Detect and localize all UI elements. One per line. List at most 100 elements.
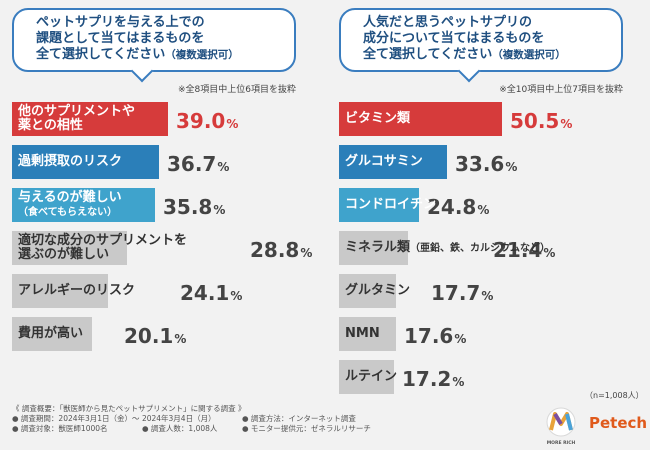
bar-label: 過剰摂取のリスク bbox=[18, 155, 122, 169]
bar-row: ミネラル類（亜鉛、鉄、カルシウムなど） 21.4% bbox=[339, 231, 623, 265]
petech-logo: Petech bbox=[589, 414, 648, 432]
bar-value: 17.2% bbox=[402, 360, 464, 394]
bar: NMN bbox=[339, 317, 396, 351]
bar-row: ルテイン 17.2% bbox=[339, 360, 623, 394]
bar-row: 与えるのが難しい （食べてもらえない） 35.8% bbox=[12, 188, 296, 222]
bar-value: 21.4% bbox=[493, 231, 555, 265]
bar-row: グルコサミン 33.6% bbox=[339, 145, 623, 179]
bar-label: ビタミン類 bbox=[345, 112, 410, 126]
left-question-line-1: ペットサプリを与える上での bbox=[36, 15, 205, 30]
bar: グルタミン bbox=[339, 274, 410, 308]
bar: グルコサミン bbox=[339, 145, 447, 179]
bar-label-line: グルタミン bbox=[345, 283, 411, 298]
bar-row: 適切な成分のサプリメントを 選ぶのが難しい 28.8% bbox=[12, 231, 312, 265]
bar-label-line: ルテイン bbox=[345, 369, 398, 384]
footer-target: ● 調査対象：獣医師1000名 bbox=[12, 424, 108, 433]
bar-label: ルテイン bbox=[345, 370, 397, 384]
bar: 過剰摂取のリスク bbox=[12, 145, 159, 179]
bar: 与えるのが難しい （食べてもらえない） bbox=[12, 188, 155, 222]
right-question-last: 全て選択してください bbox=[363, 47, 493, 62]
bar-value-unit: % bbox=[217, 160, 230, 174]
bar-label: ミネラル類（亜鉛、鉄、カルシウムなど） bbox=[345, 239, 550, 256]
bar-value-number: 28.8 bbox=[250, 238, 300, 262]
bar-label-line: アレルギーのリスク bbox=[18, 283, 136, 298]
bar-value: 24.8% bbox=[427, 188, 489, 222]
left-note: ※全8項目中上位6項目を抜粋 bbox=[178, 85, 296, 95]
right-question-line-1: 人気だと思うペットサプリの bbox=[363, 15, 533, 30]
bar-value-number: 33.6 bbox=[455, 152, 505, 176]
footer-title: 《 調査概要：「獣医師から見たペットサプリメント」に関する調査 》 bbox=[12, 404, 246, 413]
bar: ビタミン類 bbox=[339, 102, 502, 136]
bar-value-unit: % bbox=[230, 289, 243, 303]
bar-row: アレルギーのリスク 24.1% bbox=[12, 274, 296, 308]
bar-value: 20.1% bbox=[124, 317, 186, 351]
bar: 他のサプリメントや 薬との相性 bbox=[12, 102, 168, 136]
more-rich-logo-text: MORE RICH bbox=[546, 441, 576, 446]
bar-label-line: 選ぶのが難しい bbox=[18, 247, 110, 262]
bar-label-line: ミネラル類 bbox=[345, 239, 411, 255]
bar: アレルギーのリスク bbox=[12, 274, 135, 308]
bar-value-number: 17.7 bbox=[431, 281, 481, 305]
bar-label-line: 薬との相性 bbox=[18, 118, 83, 133]
bar-value: 17.6% bbox=[404, 317, 466, 351]
bar-row: NMN 17.6% bbox=[339, 317, 623, 351]
bar-value-unit: % bbox=[452, 375, 465, 389]
bar-value-number: 24.8 bbox=[427, 195, 477, 219]
footer-count: ● 調査人数：1,008人 bbox=[142, 424, 218, 433]
bar-row: グルタミン 17.7% bbox=[339, 274, 623, 308]
more-rich-logo: MORE RICH bbox=[543, 406, 579, 446]
sample-size: （n=1,008人） bbox=[585, 391, 644, 400]
bar-label-line: ビタミン類 bbox=[345, 111, 411, 126]
bar: コンドロイチン bbox=[339, 188, 436, 222]
bar-value: 36.7% bbox=[167, 145, 229, 179]
footer-provider: ● モニター提供元：ゼネラルリサーチ bbox=[242, 424, 371, 433]
bar-value-number: 39.0 bbox=[176, 109, 226, 133]
bar-label: NMN bbox=[345, 327, 380, 341]
bar-label: アレルギーのリスク bbox=[18, 284, 135, 298]
left-question-box: ペットサプリを与える上での 課題として当てはまるものを 全て選択してください（複… bbox=[12, 8, 296, 72]
bar: ルテイン bbox=[339, 360, 397, 394]
bar-label: 費用が高い bbox=[18, 327, 83, 341]
bar-value-unit: % bbox=[300, 246, 313, 260]
bar-label-line: NMN bbox=[345, 326, 380, 341]
bar-value-unit: % bbox=[505, 160, 518, 174]
bar-value-number: 35.8 bbox=[163, 195, 213, 219]
bar-label-sub: （食べてもらえない） bbox=[18, 206, 118, 218]
bar-value-unit: % bbox=[477, 203, 490, 217]
bar-value-unit: % bbox=[174, 332, 187, 346]
bar-value-unit: % bbox=[226, 117, 239, 131]
bar-value: 39.0% bbox=[176, 102, 238, 136]
bar-label: 他のサプリメントや 薬との相性 bbox=[18, 105, 135, 133]
bar-row: 過剰摂取のリスク 36.7% bbox=[12, 145, 296, 179]
footer-row-2: ● 調査対象：獣医師1000名 ● 調査人数：1,008人 ● モニター提供元：… bbox=[12, 424, 371, 434]
bar-value-number: 21.4 bbox=[493, 238, 543, 262]
more-rich-logo-mark bbox=[546, 407, 576, 437]
bar-value-unit: % bbox=[213, 203, 226, 217]
footer-period: ● 調査期間：2024年3月1日（金）～ 2024年3月4日（月） bbox=[12, 414, 216, 423]
bar-value: 35.8% bbox=[163, 188, 225, 222]
bar-value: 28.8% bbox=[250, 231, 312, 265]
bar-value-unit: % bbox=[543, 246, 556, 260]
left-question-line-3: 全て選択してください（複数選択可） bbox=[36, 47, 282, 63]
bar-value-number: 17.2 bbox=[402, 367, 452, 391]
bar-value: 17.7% bbox=[431, 274, 493, 308]
bar: 適切な成分のサプリメントを 選ぶのが難しい bbox=[12, 231, 187, 265]
left-question-last: 全て選択してください bbox=[36, 47, 166, 62]
right-question-line-3: 全て選択してください（複数選択可） bbox=[363, 47, 609, 63]
right-question-suffix: （複数選択可） bbox=[492, 49, 566, 61]
bar-value-unit: % bbox=[560, 117, 573, 131]
bar-label-line: 与えるのが難しい bbox=[18, 189, 122, 205]
bar-value-number: 50.5 bbox=[510, 109, 560, 133]
bar-label-line: グルコサミン bbox=[345, 154, 423, 169]
bar-label-line: 適切な成分のサプリメントを bbox=[18, 233, 188, 248]
right-question-box: 人気だと思うペットサプリの 成分について当てはまるものを 全て選択してください（… bbox=[339, 8, 623, 72]
bar-value-number: 20.1 bbox=[124, 324, 174, 348]
footer-row-1: ● 調査期間：2024年3月1日（金）～ 2024年3月4日（月） ● 調査方法… bbox=[12, 414, 371, 424]
bar: 費用が高い bbox=[12, 317, 92, 351]
right-note: ※全10項目中上位7項目を抜粋 bbox=[499, 85, 623, 95]
bar-label-line: 他のサプリメントや bbox=[18, 104, 136, 119]
bar-label-line: コンドロイチン bbox=[345, 197, 437, 212]
bar-label-line: 費用が高い bbox=[18, 326, 84, 341]
bar-value: 24.1% bbox=[180, 274, 242, 308]
bar-row: 費用が高い 20.1% bbox=[12, 317, 296, 351]
